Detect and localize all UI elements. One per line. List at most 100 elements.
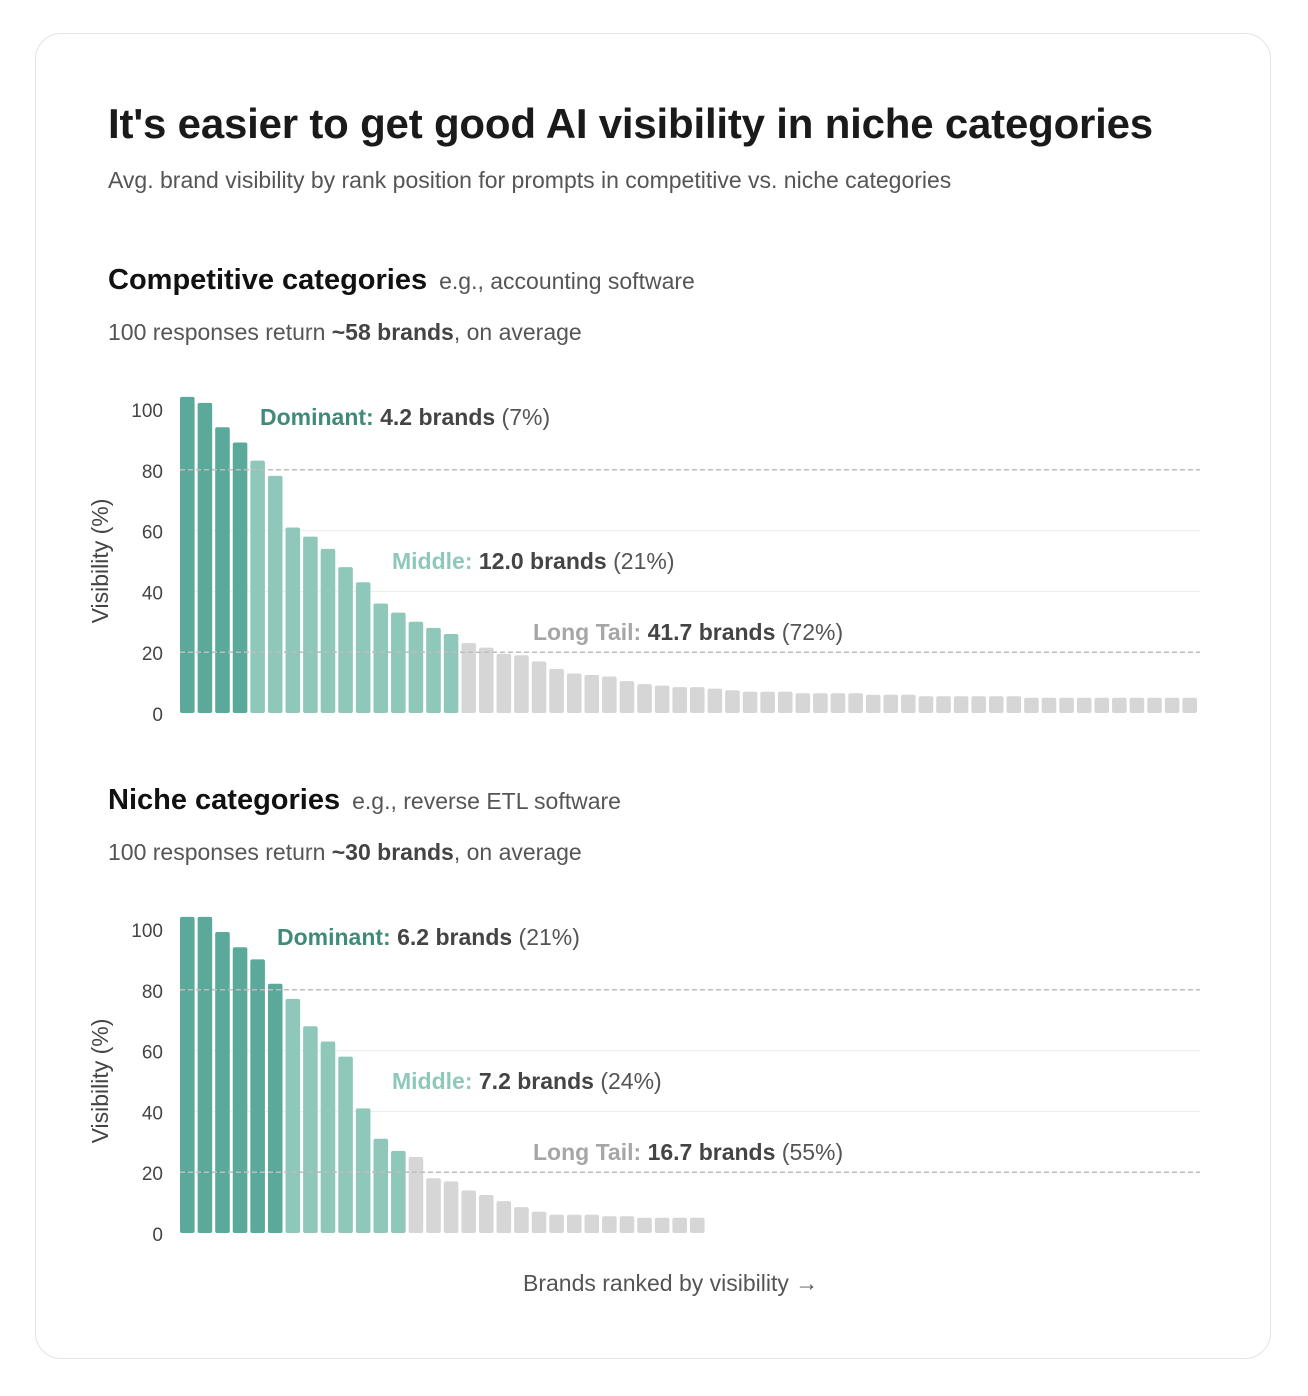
bar-dominant xyxy=(215,932,230,1233)
bar-long_tail xyxy=(1164,697,1180,713)
bar-middle xyxy=(426,627,441,713)
page-subtitle: Avg. brand visibility by rank position f… xyxy=(108,167,952,193)
bar-middle xyxy=(338,567,353,713)
bar-long_tail xyxy=(848,693,863,713)
y-tick-label: 100 xyxy=(131,401,163,422)
bar-middle xyxy=(320,1041,336,1233)
stat-prefix: 100 responses return xyxy=(108,319,332,345)
bar-long_tail xyxy=(478,647,494,713)
y-tick-label: 20 xyxy=(142,644,163,665)
stat-suffix: , on average xyxy=(453,839,582,865)
y-tick-label: 100 xyxy=(131,921,163,942)
bar-long_tail xyxy=(602,676,617,713)
bar-middle xyxy=(338,1056,353,1233)
tier-label-long_tail: Long Tail: 16.7 brands (55%) xyxy=(533,1139,843,1165)
tier-brand-count: 7.2 brands xyxy=(479,1068,600,1094)
stat-prefix: 100 responses return xyxy=(108,839,332,865)
bar-long_tail xyxy=(602,1216,617,1233)
bar-long_tail xyxy=(1041,697,1057,713)
bar-middle xyxy=(373,1138,389,1233)
x-axis-label: Brands ranked by visibility → xyxy=(523,1270,819,1296)
bar-long_tail xyxy=(619,681,635,713)
bar-long_tail xyxy=(461,1190,476,1233)
tier-percent: (21%) xyxy=(613,548,674,574)
y-tick-label: 60 xyxy=(142,1043,163,1064)
bar-long_tail xyxy=(1024,697,1039,713)
bar-long_tail xyxy=(690,1217,705,1233)
bar-long_tail xyxy=(514,655,529,713)
bar-long_tail xyxy=(1059,697,1074,713)
tier-percent: (21%) xyxy=(519,924,580,950)
bar-middle xyxy=(320,548,336,713)
tier-percent: (24%) xyxy=(600,1068,661,1094)
section-title: Competitive categories xyxy=(108,264,428,296)
bar-dominant xyxy=(232,947,248,1233)
y-tick-label: 80 xyxy=(142,462,163,483)
bar-long_tail xyxy=(1147,697,1162,713)
bar-long_tail xyxy=(1112,697,1127,713)
y-tick-label: 60 xyxy=(142,523,163,544)
bar-middle xyxy=(285,527,301,713)
tier-brand-count: 4.2 brands xyxy=(380,404,501,430)
bar-long_tail xyxy=(1182,697,1197,713)
bar-long_tail xyxy=(707,688,723,713)
y-tick-label: 40 xyxy=(142,583,163,604)
bar-long_tail xyxy=(514,1207,529,1233)
section-stat-competitive: 100 responses return ~58 brands, on aver… xyxy=(108,319,582,346)
tier-name: Middle: xyxy=(392,1068,479,1094)
tier-percent: (55%) xyxy=(782,1139,843,1165)
bar-dominant xyxy=(180,916,195,1233)
y-axis-label: Visibility (%) xyxy=(87,499,113,624)
bar-long_tail xyxy=(1094,697,1110,713)
bar-dominant xyxy=(267,983,283,1233)
bar-long_tail xyxy=(549,668,564,713)
bar-long_tail xyxy=(637,684,652,713)
bar-long_tail xyxy=(830,693,846,713)
bar-middle xyxy=(373,603,389,713)
stat-brand-count: ~58 brands xyxy=(331,319,454,345)
bar-long_tail xyxy=(690,687,705,713)
section-example: e.g., accounting software xyxy=(439,268,695,294)
bar-long_tail xyxy=(549,1214,564,1233)
competitive-bar-chart: 0 20 40 60 80 100 Visibility (%) Dominant: 4.2 … xyxy=(87,396,1200,726)
bar-middle xyxy=(391,1150,406,1233)
bar-long_tail xyxy=(654,1217,670,1233)
y-tick-label: 20 xyxy=(142,1164,163,1185)
tier-name: Long Tail: xyxy=(533,619,648,645)
bar-middle xyxy=(355,1108,371,1233)
y-axis-label: Visibility (%) xyxy=(87,1019,113,1144)
bar-middle xyxy=(408,621,424,713)
bar-long_tail xyxy=(496,653,512,713)
tier-label-dominant: Dominant: 6.2 brands (21%) xyxy=(277,924,580,950)
bar-long_tail xyxy=(725,690,740,713)
bar-long_tail xyxy=(971,696,986,713)
bar-long_tail xyxy=(1129,697,1145,713)
bar-dominant xyxy=(180,396,195,713)
bar-middle xyxy=(250,460,265,713)
bar-long_tail xyxy=(672,687,687,713)
bar-long_tail xyxy=(584,675,600,713)
tier-label-long_tail: Long Tail: 41.7 brands (72%) xyxy=(533,619,843,645)
bar-long_tail xyxy=(918,696,934,713)
y-tick-label: 0 xyxy=(152,1225,163,1246)
bar-long_tail xyxy=(619,1216,635,1233)
bar-long_tail xyxy=(566,1214,582,1233)
y-tick-label: 40 xyxy=(142,1103,163,1124)
tier-percent: (72%) xyxy=(782,619,843,645)
bar-long_tail xyxy=(531,1211,547,1233)
bar-long_tail xyxy=(531,661,547,713)
bar-middle xyxy=(303,1026,318,1233)
bar-long_tail xyxy=(478,1195,494,1233)
section-stat-niche: 100 responses return ~30 brands, on aver… xyxy=(108,839,582,866)
bar-long_tail xyxy=(865,694,881,713)
tier-label-middle: Middle: 12.0 brands (21%) xyxy=(392,548,674,574)
bar-dominant xyxy=(197,916,213,1233)
bar-dominant xyxy=(215,427,230,713)
section-title: Niche categories xyxy=(108,784,341,816)
bar-long_tail xyxy=(566,673,582,713)
bar-long_tail xyxy=(654,685,670,713)
tier-name: Long Tail: xyxy=(533,1139,648,1165)
bar-long_tail xyxy=(953,696,969,713)
tier-name: Dominant: xyxy=(260,404,380,430)
bar-dominant xyxy=(197,402,213,713)
